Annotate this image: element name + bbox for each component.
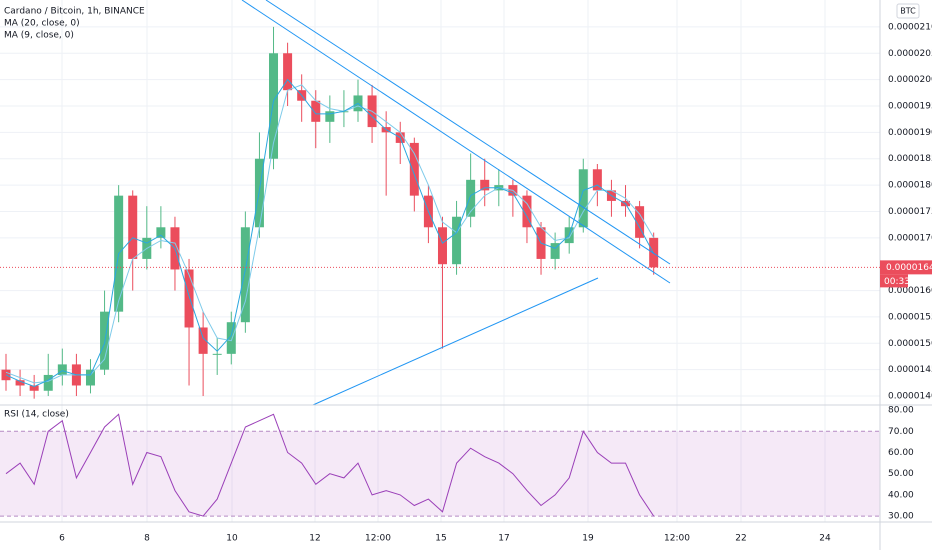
last-price-box [880,260,932,275]
countdown-label: 00:33 [884,277,910,287]
currency: BTC [900,7,916,16]
candle-body [128,195,138,259]
x-tick-label: 12:00 [365,534,391,544]
y-tick-label: 0.00001550 [888,312,932,322]
x-tick-label: 24 [819,534,831,544]
y-tick-label: 0.00002050 [888,49,932,59]
candle-body [156,227,166,238]
y-tick-label: 0.00001600 [888,286,932,296]
marks [1,26,659,517]
x-tick-label: 22 [735,534,746,544]
ma-line [5,78,655,388]
ma-line [5,84,655,384]
y-tick-label: 0.00001500 [888,339,932,349]
candle-body [198,327,208,354]
countdown-box [880,274,908,288]
candle-body [522,195,532,228]
candle-body [283,53,293,91]
y-tick-label: 60.00 [888,448,914,458]
candle-body [452,216,462,265]
rsi-line [5,413,655,517]
candle-body [43,374,53,391]
legend-entry: RSI (14, close) [4,410,69,420]
candle-body [15,380,25,386]
y-tick-label: 0.00001400 [888,392,932,402]
y-tick-label: 0.00001950 [888,101,932,111]
candle-body [649,237,659,268]
candle-body [325,111,335,122]
candle-body [466,179,476,217]
candle-body [240,227,250,323]
x-tick-label: 15 [435,534,446,544]
y-tick-label: 80.00 [888,406,914,416]
currency-box[interactable] [896,3,920,19]
x-tick-label: 10 [226,534,238,544]
candle-body [85,369,95,386]
candle-body [592,169,602,191]
candle-body [57,364,67,375]
trend-line [241,0,671,284]
candle-body [269,53,279,159]
y-tick-label: 0.00002000 [888,75,932,85]
y-tick-label: 0.00001700 [888,233,932,243]
candle-body [578,169,588,228]
y-tick-label: 0.00001450 [888,365,932,375]
y-tick-label: 30.00 [888,512,914,522]
candle-body [184,269,194,328]
candle-body [226,322,236,354]
y-tick-label: 0.00002100 [888,22,932,32]
x-tick-label: 19 [582,534,594,544]
candle-body [409,142,419,196]
y-tick-label: 50.00 [888,469,914,479]
y-tick-label: 0.00001900 [888,128,932,138]
candle-body [635,206,645,238]
legend-entry: MA (9, close, 0) [4,31,74,41]
x-tick-label: 12:00 [664,534,690,544]
chart-title: Cardano / Bitcoin, 1h, BINANCE [4,7,145,17]
y-tick-label: 0.00001800 [888,181,932,191]
x-tick-label: 17 [498,534,509,544]
trend-line [265,0,671,265]
candle-body [29,385,39,391]
x-tick-label: 6 [59,534,65,544]
x-tick-label: 8 [144,534,150,544]
trend-line [312,277,599,406]
candle-body [311,100,321,122]
rsi-band [0,431,880,517]
last-price-label: 0.00001644 [886,263,932,273]
candle-body [480,179,490,191]
legend-entry: MA (20, close, 0) [4,19,80,29]
y-tick-label: 40.00 [888,490,914,500]
candle-body [550,243,560,259]
y-tick-label: 0.00001850 [888,154,932,164]
y-tick-label: 70.00 [888,427,914,437]
candle-body [212,353,222,355]
y-tick-label: 0.00001750 [888,207,932,217]
x-tick-label: 12 [309,534,320,544]
candle-body [437,227,447,265]
